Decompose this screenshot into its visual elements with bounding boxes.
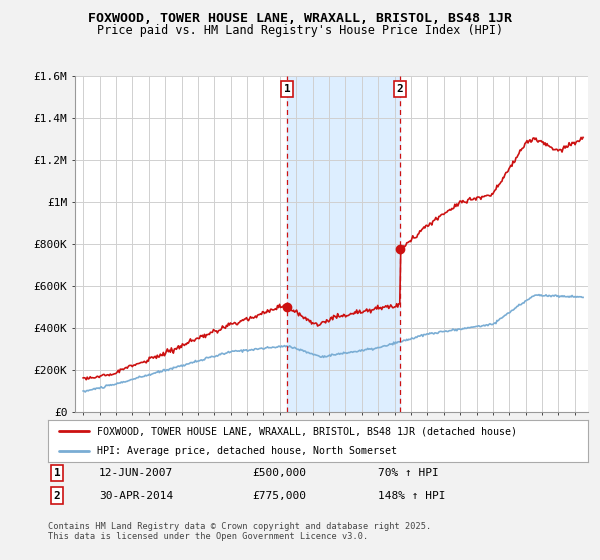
Text: HPI: Average price, detached house, North Somerset: HPI: Average price, detached house, Nort… (97, 446, 397, 456)
Text: £775,000: £775,000 (252, 491, 306, 501)
Text: £500,000: £500,000 (252, 468, 306, 478)
Text: 70% ↑ HPI: 70% ↑ HPI (378, 468, 439, 478)
Text: FOXWOOD, TOWER HOUSE LANE, WRAXALL, BRISTOL, BS48 1JR: FOXWOOD, TOWER HOUSE LANE, WRAXALL, BRIS… (88, 12, 512, 25)
Text: 2: 2 (397, 84, 403, 94)
Text: 1: 1 (284, 84, 290, 94)
Text: 148% ↑ HPI: 148% ↑ HPI (378, 491, 445, 501)
Text: FOXWOOD, TOWER HOUSE LANE, WRAXALL, BRISTOL, BS48 1JR (detached house): FOXWOOD, TOWER HOUSE LANE, WRAXALL, BRIS… (97, 426, 517, 436)
Text: 30-APR-2014: 30-APR-2014 (99, 491, 173, 501)
Text: 2: 2 (53, 491, 61, 501)
Bar (287, 76, 400, 412)
Text: 12-JUN-2007: 12-JUN-2007 (99, 468, 173, 478)
Text: Contains HM Land Registry data © Crown copyright and database right 2025.
This d: Contains HM Land Registry data © Crown c… (48, 522, 431, 542)
Text: Price paid vs. HM Land Registry's House Price Index (HPI): Price paid vs. HM Land Registry's House … (97, 24, 503, 37)
Text: 1: 1 (53, 468, 61, 478)
